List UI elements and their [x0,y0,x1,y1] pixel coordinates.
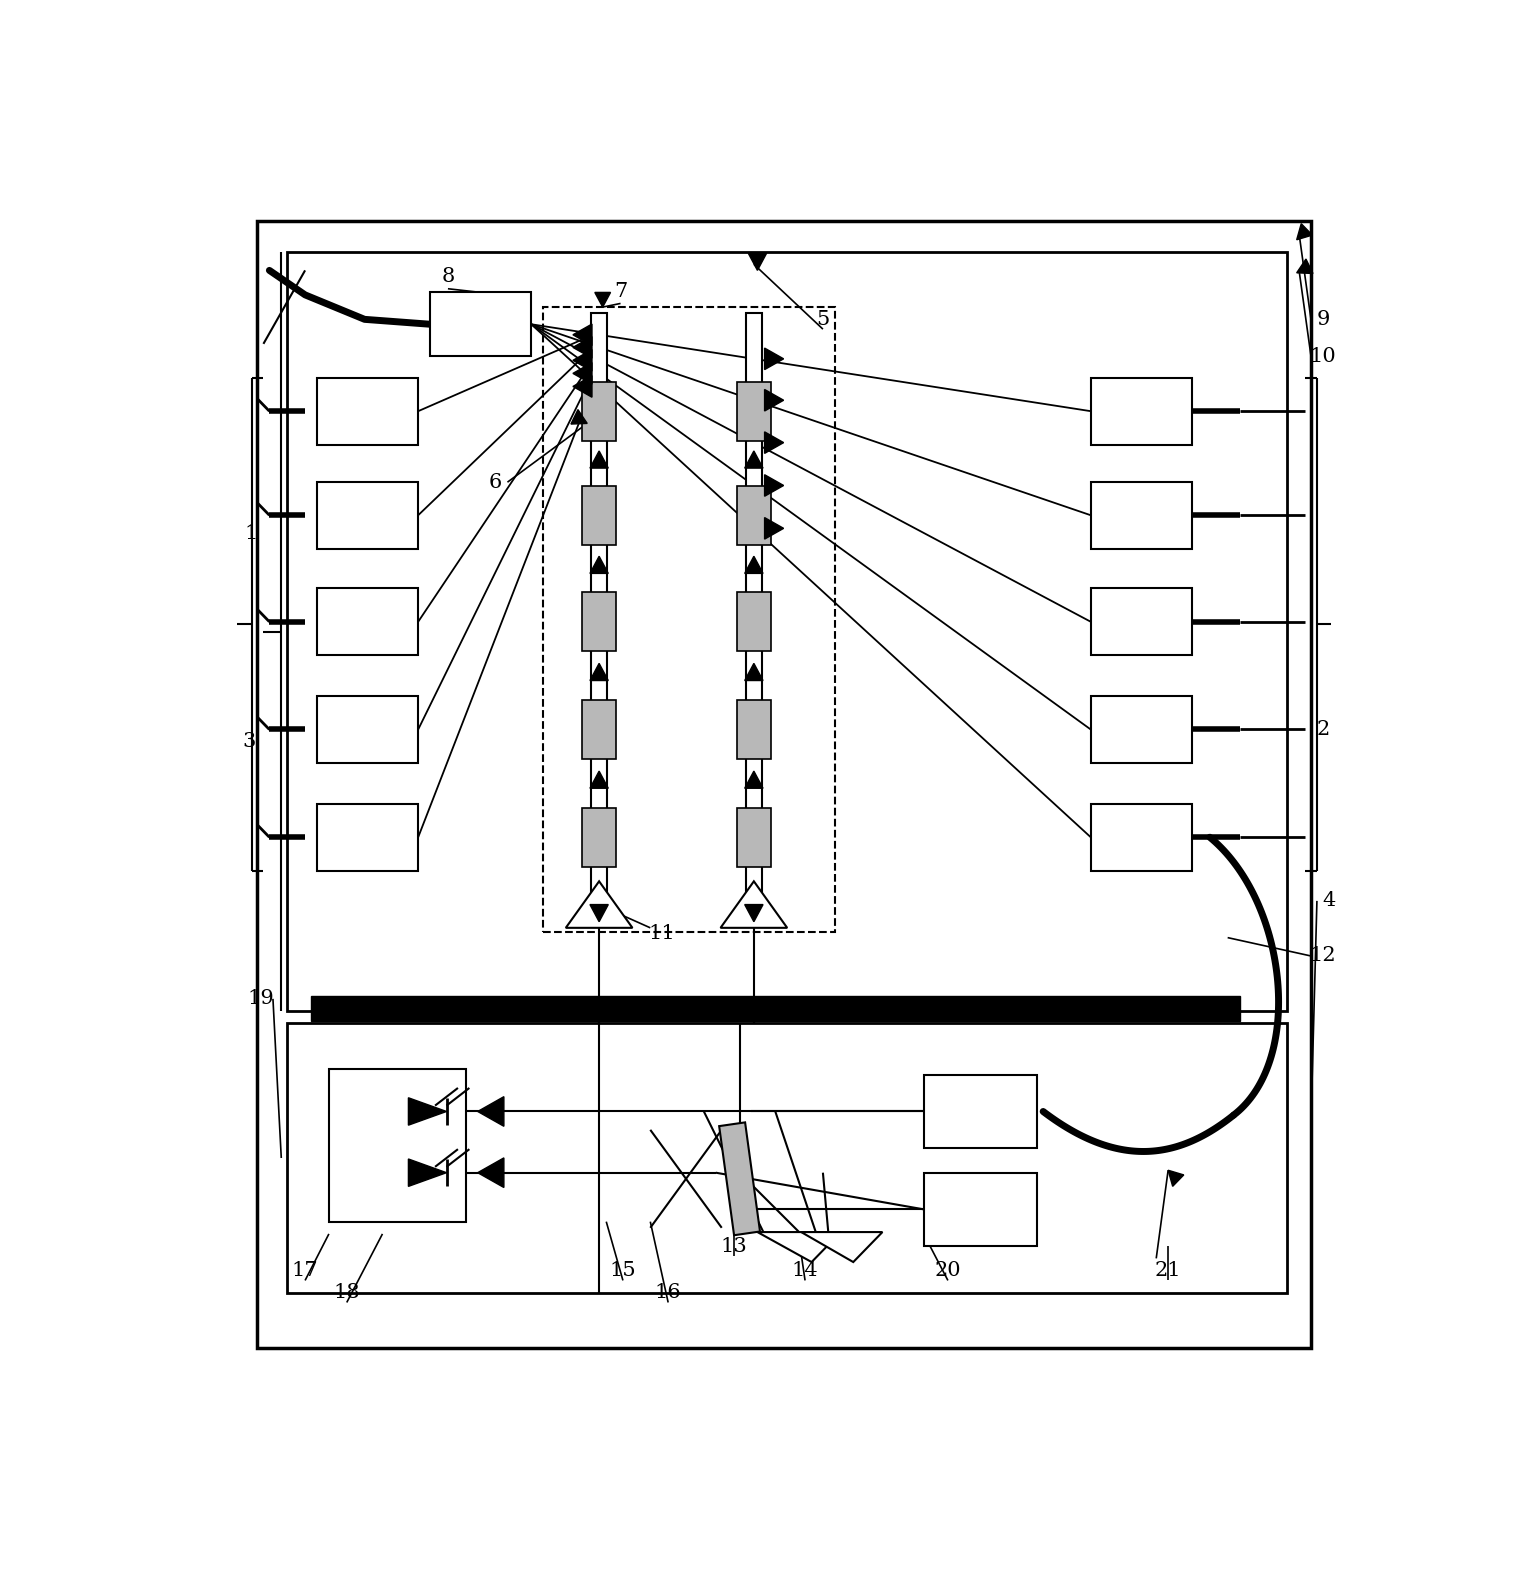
Polygon shape [745,663,763,681]
Polygon shape [765,348,783,369]
Text: 9: 9 [1316,310,1330,329]
Text: 14: 14 [791,1261,819,1280]
Polygon shape [745,905,763,922]
Text: 8: 8 [441,267,455,286]
Polygon shape [594,293,610,307]
Bar [316,803,418,871]
Text: 2: 2 [1316,720,1330,739]
Text: 18: 18 [333,1283,359,1302]
Polygon shape [590,452,608,467]
Polygon shape [573,337,591,358]
Text: 6: 6 [488,472,502,491]
Text: 20: 20 [934,1261,962,1280]
Bar [1091,803,1192,871]
Polygon shape [757,1232,840,1262]
Bar [1091,696,1192,763]
Bar [316,482,418,549]
Text: 10: 10 [1310,347,1336,366]
Polygon shape [765,518,783,539]
Bar [925,1173,1037,1247]
Bar [737,808,771,867]
Bar [582,700,616,758]
Bar [316,588,418,655]
Text: 12: 12 [1310,946,1336,965]
Polygon shape [719,1123,760,1235]
Polygon shape [720,881,786,929]
Bar [310,997,1240,1021]
Polygon shape [409,1159,447,1186]
Bar [316,696,418,763]
Bar [1091,588,1192,655]
Polygon shape [573,363,591,385]
Text: 4: 4 [1322,892,1335,911]
Polygon shape [478,1158,504,1188]
Text: 21: 21 [1155,1261,1181,1280]
Polygon shape [590,905,608,922]
Polygon shape [765,432,783,453]
Bar [544,307,836,932]
Text: 3: 3 [243,733,257,750]
Polygon shape [573,350,591,370]
Bar [316,377,418,445]
Text: 1: 1 [244,525,258,544]
Text: 11: 11 [648,924,676,943]
Bar [329,1068,465,1221]
Polygon shape [748,253,766,270]
Text: 17: 17 [292,1261,318,1280]
Bar [287,1024,1287,1293]
Polygon shape [1296,259,1313,273]
Polygon shape [765,390,783,410]
Polygon shape [745,771,763,789]
Polygon shape [571,410,587,425]
Bar [582,382,616,440]
Polygon shape [745,556,763,574]
Text: 16: 16 [654,1283,682,1302]
Polygon shape [1169,1170,1184,1186]
Polygon shape [1296,224,1312,240]
Bar [737,487,771,545]
Bar [1091,482,1192,549]
Polygon shape [745,452,763,467]
Bar [258,221,1312,1348]
Text: 7: 7 [614,281,627,301]
Text: 5: 5 [816,310,829,329]
Bar [591,313,607,925]
Polygon shape [765,475,783,496]
Polygon shape [590,663,608,681]
Bar [745,313,762,925]
Polygon shape [802,1232,882,1262]
Bar [582,808,616,867]
Bar [737,593,771,652]
Polygon shape [590,771,608,789]
Polygon shape [573,324,591,345]
Polygon shape [573,375,591,398]
Polygon shape [565,881,633,929]
Bar [582,487,616,545]
Bar [925,1075,1037,1148]
Bar [1091,377,1192,445]
Bar [737,382,771,440]
Text: 15: 15 [610,1261,636,1280]
Bar [430,293,531,356]
Polygon shape [478,1097,504,1126]
Text: 19: 19 [247,989,275,1008]
Polygon shape [409,1097,447,1126]
Text: 13: 13 [720,1237,746,1256]
Bar [287,251,1287,1011]
Polygon shape [590,556,608,574]
Bar [737,700,771,758]
Bar [582,593,616,652]
